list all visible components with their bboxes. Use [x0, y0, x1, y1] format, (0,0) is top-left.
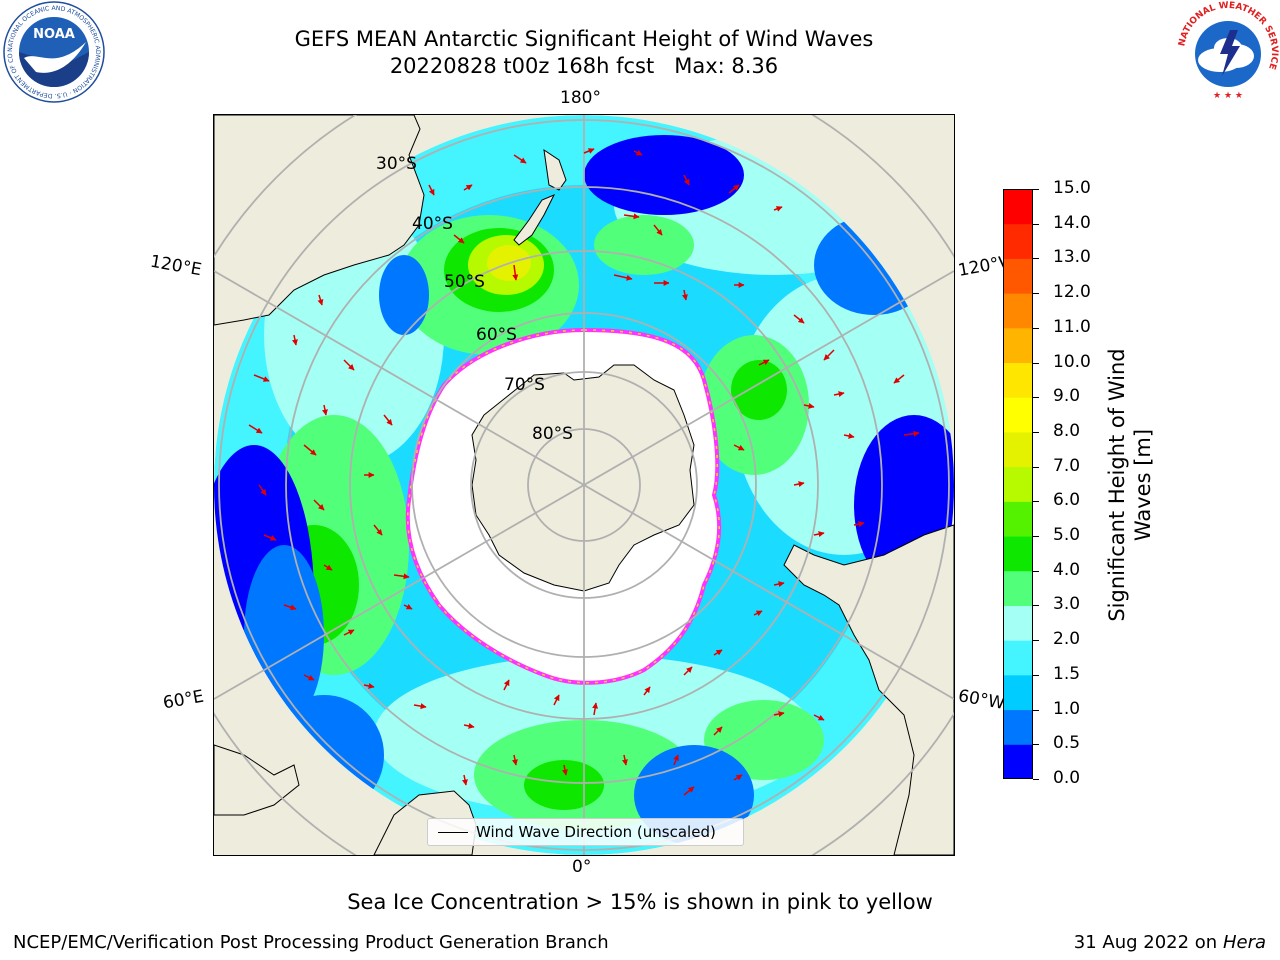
colorbar-segment: [1003, 397, 1033, 433]
colorbar-tick-mark: [1033, 605, 1039, 607]
colorbar-tick-label: 4.0: [1053, 559, 1081, 580]
lon-label-60e: 60°E: [161, 686, 206, 714]
colorbar-tick-mark: [1033, 501, 1039, 503]
lat-label-50s: 50°S: [444, 272, 485, 292]
lon-label-60w: 60°W: [956, 686, 1007, 714]
colorbar-segment: [1003, 293, 1033, 329]
date-text: 31 Aug 2022 on Hera: [1073, 932, 1266, 953]
antarctic-map: 30°S 40°S 50°S 60°S 70°S 80°S: [214, 115, 954, 855]
colorbar-title: Significant Height of Wind Waves [m]: [1105, 348, 1155, 622]
colorbar-tick-mark: [1033, 744, 1039, 746]
colorbar-tick-label: 9.0: [1053, 386, 1081, 407]
colorbar-tick-label: 6.0: [1053, 490, 1081, 511]
lat-label-70s: 70°S: [504, 375, 545, 395]
colorbar-segment: [1003, 362, 1033, 398]
colorbar-tick-mark: [1033, 189, 1039, 190]
colorbar-tick-mark: [1033, 223, 1039, 225]
colorbar-tick-label: 0.5: [1053, 733, 1081, 754]
colorbar-tick-mark: [1033, 779, 1039, 780]
colorbar-tick-label: 10.0: [1053, 351, 1091, 372]
map-legend: Wind Wave Direction (unscaled): [427, 818, 744, 846]
lon-label-120e: 120°E: [148, 251, 204, 281]
colorbar-tick-label: 7.0: [1053, 455, 1081, 476]
colorbar-segment: [1003, 744, 1033, 779]
colorbar-segment: [1003, 466, 1033, 502]
colorbar-segment: [1003, 709, 1033, 745]
colorbar-tick-mark: [1033, 536, 1039, 538]
colorbar-tick-label: 8.0: [1053, 420, 1081, 441]
colorbar-tick-label: 15.0: [1053, 178, 1091, 198]
lat-label-40s: 40°S: [412, 214, 453, 234]
lon-label-180: 180°: [560, 88, 601, 108]
colorbar-tick-mark: [1033, 570, 1039, 572]
lat-label-60s: 60°S: [476, 325, 517, 345]
nws-logo-icon: NATIONAL WEATHER SERVICE ★ ★ ★: [1177, 1, 1279, 102]
map-title: GEFS MEAN Antarctic Significant Height o…: [294, 27, 874, 51]
sea-ice-note: Sea Ice Concentration > 15% is shown in …: [347, 890, 933, 914]
colorbar-segment: [1003, 223, 1033, 259]
lat-label-80s: 80°S: [532, 424, 573, 444]
wave-direction-arrows: [248, 148, 920, 796]
credit-text: NCEP/EMC/Verification Post Processing Pr…: [13, 932, 609, 953]
legend-label: Wind Wave Direction (unscaled): [476, 823, 716, 841]
colorbar-tick-mark: [1033, 362, 1039, 364]
graticule: [214, 115, 954, 855]
colorbar-segment: [1003, 189, 1033, 225]
colorbar-tick-mark: [1033, 431, 1039, 433]
colorbar-tick-mark: [1033, 640, 1039, 642]
colorbar-tick-label: 13.0: [1053, 247, 1091, 268]
colorbar-segment: [1003, 431, 1033, 468]
colorbar-segment: [1003, 327, 1033, 364]
colorbar-tick-label: 11.0: [1053, 316, 1091, 337]
colorbar: [1003, 189, 1033, 779]
svg-text:★ ★ ★: ★ ★ ★: [1213, 91, 1243, 101]
colorbar-tick-mark: [1033, 258, 1039, 260]
colorbar-tick-label: 1.5: [1053, 663, 1081, 684]
colorbar-segment: [1003, 258, 1033, 294]
lon-label-0: 0°: [572, 857, 592, 877]
colorbar-tick-label: 2.0: [1053, 629, 1081, 650]
colorbar-tick-mark: [1033, 327, 1039, 329]
colorbar-segment: [1003, 536, 1033, 572]
noaa-logo-text: NOAA: [33, 27, 75, 42]
colorbar-tick-label: 14.0: [1053, 212, 1091, 233]
sea-ice: [405, 327, 722, 685]
colorbar-tick-mark: [1033, 397, 1039, 399]
lat-label-30s: 30°S: [376, 154, 417, 174]
colorbar-tick-label: 1.0: [1053, 698, 1081, 719]
colorbar-tick-label: 5.0: [1053, 525, 1081, 546]
legend-line-swatch: [438, 831, 468, 833]
colorbar-segment: [1003, 674, 1033, 711]
colorbar-segment: [1003, 605, 1033, 641]
map-subtitle: 20220828 t00z 168h fcst Max: 8.36: [389, 54, 779, 78]
colorbar-tick-label: 3.0: [1053, 594, 1081, 615]
colorbar-segment: [1003, 570, 1033, 606]
colorbar-segment: [1003, 640, 1033, 676]
colorbar-border: [1003, 189, 1033, 779]
colorbar-tick-mark: [1033, 466, 1039, 468]
colorbar-tick-mark: [1033, 674, 1039, 676]
colorbar-tick-mark: [1033, 293, 1039, 295]
colorbar-tick-label: 12.0: [1053, 282, 1091, 303]
colorbar-tick-mark: [1033, 709, 1039, 711]
noaa-logo-icon: NATIONAL OCEANIC AND ATMOSPHERIC ADMINIS…: [2, 0, 105, 103]
colorbar-tick-label: 0.0: [1053, 768, 1081, 788]
colorbar-segment: [1003, 501, 1033, 537]
